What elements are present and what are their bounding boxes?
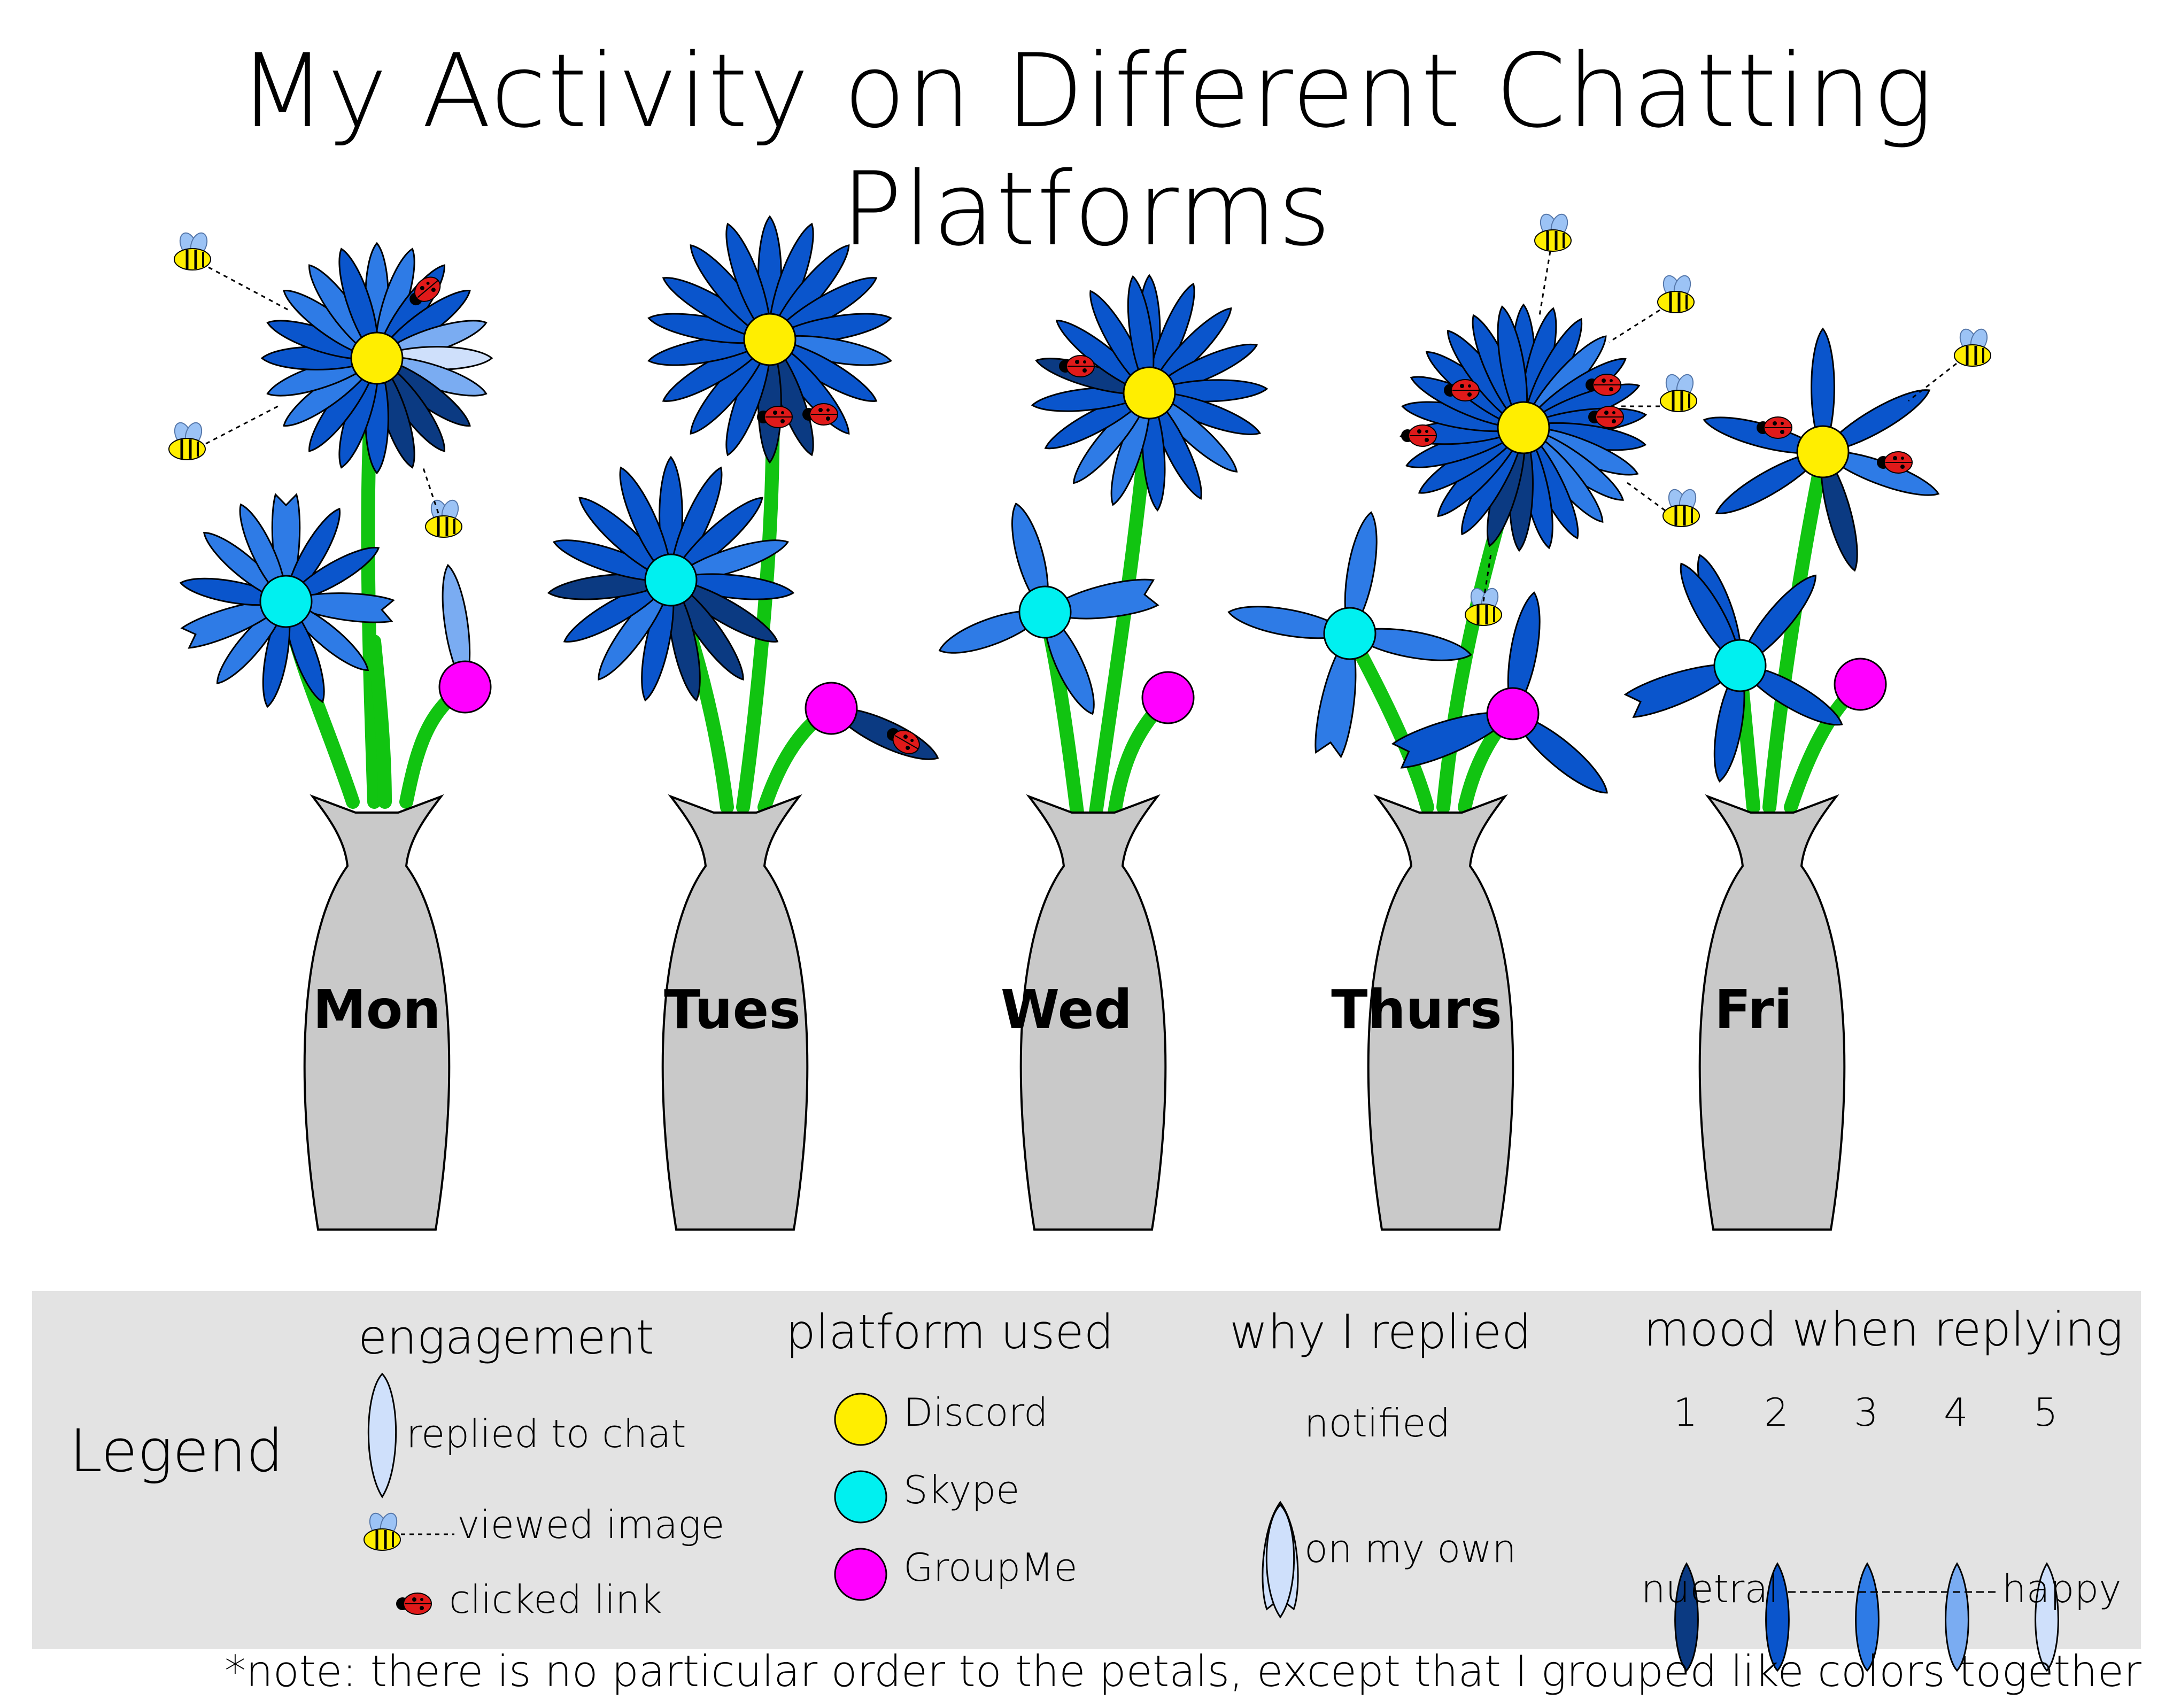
legend-platform-heading: platform used bbox=[786, 1304, 1114, 1359]
legend-engagement-heading: engagement bbox=[358, 1310, 654, 1365]
legend-mood-heading: mood when replying bbox=[1644, 1302, 2123, 1357]
mood-low-label: nuetral bbox=[1641, 1566, 1779, 1611]
legend-on-my-own: on my own bbox=[1304, 1526, 1517, 1571]
legend-viewed-image: viewed image bbox=[457, 1502, 724, 1547]
legend-skype: Skype bbox=[903, 1467, 1019, 1512]
legend-discord-dot bbox=[835, 1394, 886, 1445]
legend-replied-to-chat: replied to chat bbox=[406, 1411, 686, 1456]
footnote: *note: there is no particular order to t… bbox=[225, 1647, 2141, 1696]
legend-discord: Discord bbox=[903, 1390, 1048, 1435]
bee-icon bbox=[364, 1511, 400, 1550]
legend-clicked-link: clicked link bbox=[449, 1577, 662, 1622]
mood-level-1: 1 bbox=[1673, 1390, 1698, 1435]
legend-groupme: GroupMe bbox=[903, 1545, 1078, 1590]
legend-why-heading: why I replied bbox=[1229, 1304, 1532, 1359]
ladybug-icon bbox=[396, 1593, 431, 1614]
legend-groupme-dot bbox=[835, 1549, 886, 1600]
legend-notified: notified bbox=[1304, 1401, 1450, 1446]
legend-skype-dot bbox=[835, 1471, 886, 1522]
legend-label: Legend bbox=[69, 1417, 283, 1485]
mood-level-5: 5 bbox=[2033, 1390, 2058, 1435]
mood-level-2: 2 bbox=[1764, 1390, 1789, 1435]
mood-high-label: happy bbox=[2002, 1566, 2122, 1611]
legend-petal-icon bbox=[368, 1374, 396, 1497]
mood-level-3: 3 bbox=[1854, 1390, 1878, 1435]
mood-level-4: 4 bbox=[1944, 1390, 1968, 1435]
